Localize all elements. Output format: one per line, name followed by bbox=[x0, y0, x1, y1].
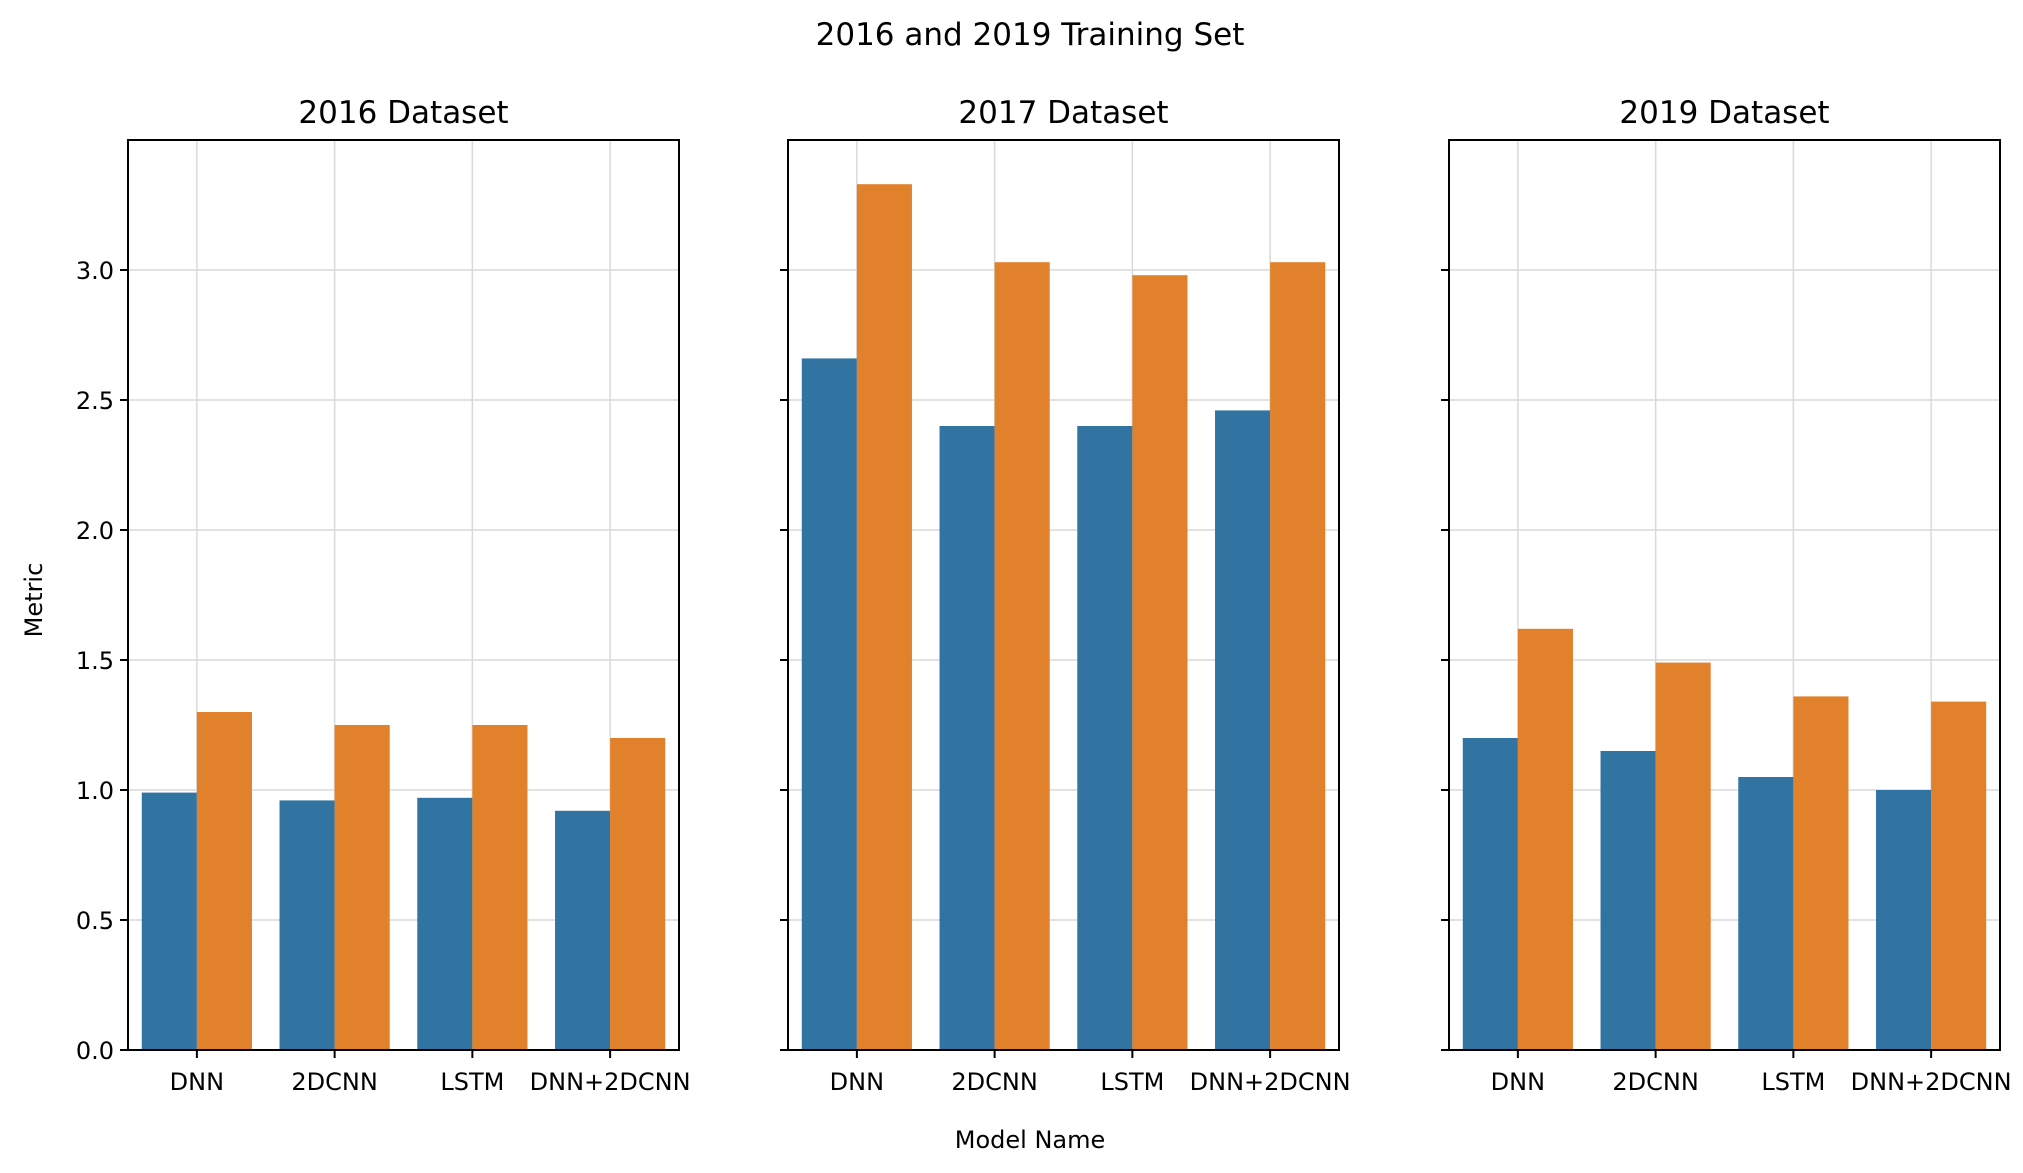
bar-lstm-series-1 bbox=[1077, 426, 1133, 1050]
figure-title: 2016 and 2019 Training Set bbox=[816, 17, 1245, 53]
bar-dnn-series-2 bbox=[1517, 628, 1573, 1050]
bar-dnn-series-1 bbox=[801, 358, 857, 1050]
x-tick-label: DNN+2DCNN bbox=[530, 1068, 691, 1096]
y-tick-label: 0.0 bbox=[76, 1037, 114, 1065]
bar-2dcnn-series-2 bbox=[994, 262, 1050, 1050]
bar-2dcnn-series-1 bbox=[939, 426, 995, 1050]
x-tick-label: 2DCNN bbox=[951, 1068, 1037, 1096]
bar-dnn-2dcnn-series-2 bbox=[1270, 262, 1326, 1050]
plot-frame bbox=[1448, 139, 2001, 1051]
y-tick-label: 3.0 bbox=[76, 257, 114, 285]
x-axis-label: Model Name bbox=[955, 1126, 1106, 1154]
x-tick-label: LSTM bbox=[1100, 1068, 1164, 1096]
bar-dnn-2dcnn-series-2 bbox=[1931, 701, 1987, 1050]
plot-frame bbox=[127, 139, 680, 1051]
bar-lstm-series-1 bbox=[1738, 777, 1794, 1050]
y-tick-label: 1.0 bbox=[76, 777, 114, 805]
bar-lstm-series-2 bbox=[472, 725, 528, 1050]
subplot-title: 2016 Dataset bbox=[298, 95, 508, 131]
bar-dnn-2dcnn-series-2 bbox=[610, 738, 666, 1050]
subplot-3: 2019 Dataset DNN 2DCNN LSTM DNN+2DCNN bbox=[1441, 95, 2012, 1096]
y-tick-label: 1.5 bbox=[76, 647, 114, 675]
bar-dnn-series-1 bbox=[1462, 738, 1518, 1050]
subplot-title: 2017 Dataset bbox=[958, 95, 1168, 131]
bar-lstm-series-1 bbox=[417, 797, 473, 1050]
subplot-1: 2016 Dataset 0.0 0.5 1.0 1.5 2.0 2.5 3.0 DNN 2DCN… bbox=[76, 95, 691, 1096]
x-tick-label: 2DCNN bbox=[291, 1068, 377, 1096]
y-axis-label: Metric bbox=[20, 563, 48, 638]
x-tick-label: LSTM bbox=[440, 1068, 504, 1096]
bar-lstm-series-2 bbox=[1132, 275, 1188, 1050]
x-tick-label: DNN+2DCNN bbox=[1190, 1068, 1351, 1096]
bar-dnn-series-1 bbox=[141, 792, 197, 1050]
bar-2dcnn-series-2 bbox=[1655, 662, 1711, 1050]
bar-lstm-series-2 bbox=[1793, 696, 1849, 1050]
bar-2dcnn-series-1 bbox=[279, 800, 335, 1050]
bar-dnn-series-2 bbox=[856, 184, 912, 1050]
y-tick-label: 0.5 bbox=[76, 907, 114, 935]
x-tick-label: LSTM bbox=[1761, 1068, 1825, 1096]
bar-2dcnn-series-1 bbox=[1600, 751, 1656, 1050]
subplots: 2016 Dataset 0.0 0.5 1.0 1.5 2.0 2.5 3.0 DNN 2DCN… bbox=[76, 95, 2012, 1096]
subplot-title: 2019 Dataset bbox=[1619, 95, 1829, 131]
x-tick-label: DNN bbox=[1491, 1068, 1545, 1096]
subplot-2: 2017 Dataset DNN 2DCNN LSTM DNN+2DCNN bbox=[780, 95, 1351, 1096]
plot-frame bbox=[787, 139, 1340, 1051]
x-tick-label: DNN+2DCNN bbox=[1851, 1068, 2012, 1096]
bar-2dcnn-series-2 bbox=[334, 725, 390, 1050]
y-tick-label: 2.0 bbox=[76, 517, 114, 545]
x-tick-label: DNN bbox=[170, 1068, 224, 1096]
bar-dnn-2dcnn-series-1 bbox=[1876, 790, 1932, 1050]
x-tick-label: 2DCNN bbox=[1612, 1068, 1698, 1096]
bar-dnn-2dcnn-series-1 bbox=[1215, 410, 1271, 1050]
bar-dnn-series-2 bbox=[196, 712, 252, 1050]
y-tick-label: 2.5 bbox=[76, 387, 114, 415]
x-tick-label: DNN bbox=[830, 1068, 884, 1096]
bar-dnn-2dcnn-series-1 bbox=[555, 810, 611, 1050]
